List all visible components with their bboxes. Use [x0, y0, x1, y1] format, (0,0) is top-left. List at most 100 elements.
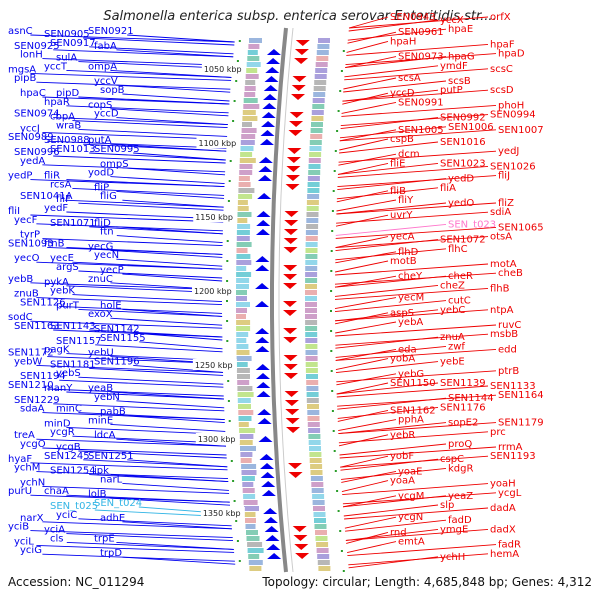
feature-track-block — [236, 266, 247, 271]
feature-track-block — [316, 50, 329, 55]
gene-label: SEN0974 — [14, 109, 60, 120]
gene-label: dadA — [490, 503, 516, 514]
gene-connector — [347, 541, 397, 554]
gene-label: cls — [50, 533, 64, 544]
forward-strand-arrow — [291, 94, 306, 100]
scale-tick — [227, 380, 230, 382]
forward-strand-arrow — [283, 310, 298, 316]
gene-label: orfX — [490, 12, 511, 23]
gene-label: SEN0988 — [44, 135, 90, 146]
gene-label: cspC — [440, 454, 464, 465]
gene-connector — [47, 388, 224, 397]
gene-connector — [122, 273, 223, 282]
gene-connector — [335, 260, 389, 273]
gene-label: yebK — [50, 286, 75, 297]
feature-track-block — [236, 332, 249, 337]
feature-track-block — [306, 200, 319, 205]
gene-label: tyrP — [20, 230, 40, 241]
feature-track-block — [307, 416, 320, 421]
forward-strand-arrow — [294, 544, 309, 550]
gene-label: SEN1164 — [498, 390, 544, 401]
gene-connector — [42, 447, 227, 456]
gene-connector — [36, 81, 231, 90]
feature-track-block — [238, 404, 251, 409]
gene-label: SEN_t024 — [94, 498, 142, 509]
feature-track-block — [240, 152, 253, 157]
feature-track-block — [236, 320, 251, 325]
feature-track-block — [242, 482, 254, 487]
gene-label: SEN0995 — [94, 144, 140, 155]
feature-track-block — [309, 452, 322, 457]
gene-label: flhC — [448, 244, 468, 255]
forward-strand-arrow — [295, 553, 310, 559]
forward-strand-arrow — [295, 40, 310, 46]
gene-label: hyaF — [8, 454, 32, 465]
feature-track-block — [243, 104, 260, 109]
gene-label: ycgO — [20, 439, 46, 450]
gene-connector — [335, 358, 389, 371]
gene-connector — [348, 16, 489, 29]
gene-connector — [335, 309, 439, 322]
gene-label: edd — [498, 344, 517, 355]
gene-connector — [343, 80, 447, 93]
gene-label: yobF — [390, 451, 414, 462]
gene-label: scsC — [490, 64, 513, 75]
gene-connector — [53, 117, 228, 126]
reverse-strand-arrow — [258, 436, 273, 442]
gene-label: pagK — [44, 345, 70, 356]
feature-track-block — [237, 398, 251, 403]
feature-track-block — [306, 398, 319, 403]
gene-connector — [36, 438, 227, 447]
gene-label: ompA — [88, 61, 117, 72]
gene-label: yecM — [398, 293, 424, 304]
gene-label: yebB — [8, 274, 33, 285]
feature-track-block — [247, 542, 263, 547]
gene-connector — [346, 40, 389, 53]
gene-label: SEN1155 — [100, 333, 146, 344]
reverse-strand-arrow — [257, 175, 272, 181]
scale-label-bg — [193, 211, 238, 222]
gene-connector — [334, 275, 397, 288]
gene-connector — [66, 391, 224, 400]
gene-label: rrmA — [498, 442, 523, 453]
gene-label: fliE — [390, 158, 405, 169]
scale-tick — [232, 120, 235, 122]
gene-connector — [339, 141, 439, 154]
feature-track-block — [308, 440, 321, 445]
gene-label: SEN1229 — [14, 395, 60, 406]
gene-connector — [347, 28, 447, 41]
feature-track-block — [306, 374, 318, 379]
feature-track-block — [237, 224, 251, 229]
gene-label: copS — [88, 100, 112, 111]
genome-title: Salmonella enterica subsp. enterica sero… — [103, 9, 497, 24]
gene-connector — [78, 270, 223, 279]
gene-connector — [116, 117, 228, 126]
gene-label: SEN0943 — [390, 12, 436, 23]
gene-connector — [30, 34, 235, 43]
feature-track-block — [236, 302, 250, 307]
feature-track-block — [312, 104, 325, 109]
gene-connector — [344, 68, 489, 81]
gene-connector — [341, 101, 397, 114]
gene-label: yciB — [8, 522, 29, 533]
feature-track-block — [242, 110, 256, 115]
feature-track-block — [306, 386, 319, 391]
gene-label: yebU — [88, 348, 114, 359]
gene-label: yebR — [390, 430, 415, 441]
gene-connector — [116, 49, 234, 58]
gene-connector — [42, 412, 225, 421]
gene-connector — [122, 199, 224, 208]
gene-label: minD — [44, 418, 71, 429]
gene-label: znuC — [88, 274, 113, 285]
gene-label: hpaF — [490, 39, 515, 50]
feature-track-block — [309, 458, 322, 463]
gene-connector — [36, 471, 229, 480]
feature-track-block — [242, 488, 255, 493]
gene-connector — [66, 533, 234, 542]
gene-label: fliY — [398, 195, 414, 206]
gene-connector — [339, 443, 447, 456]
gene-connector — [335, 214, 389, 227]
feature-track-block — [305, 266, 318, 271]
feature-track-block — [309, 446, 321, 451]
gene-label: cutC — [448, 296, 471, 307]
